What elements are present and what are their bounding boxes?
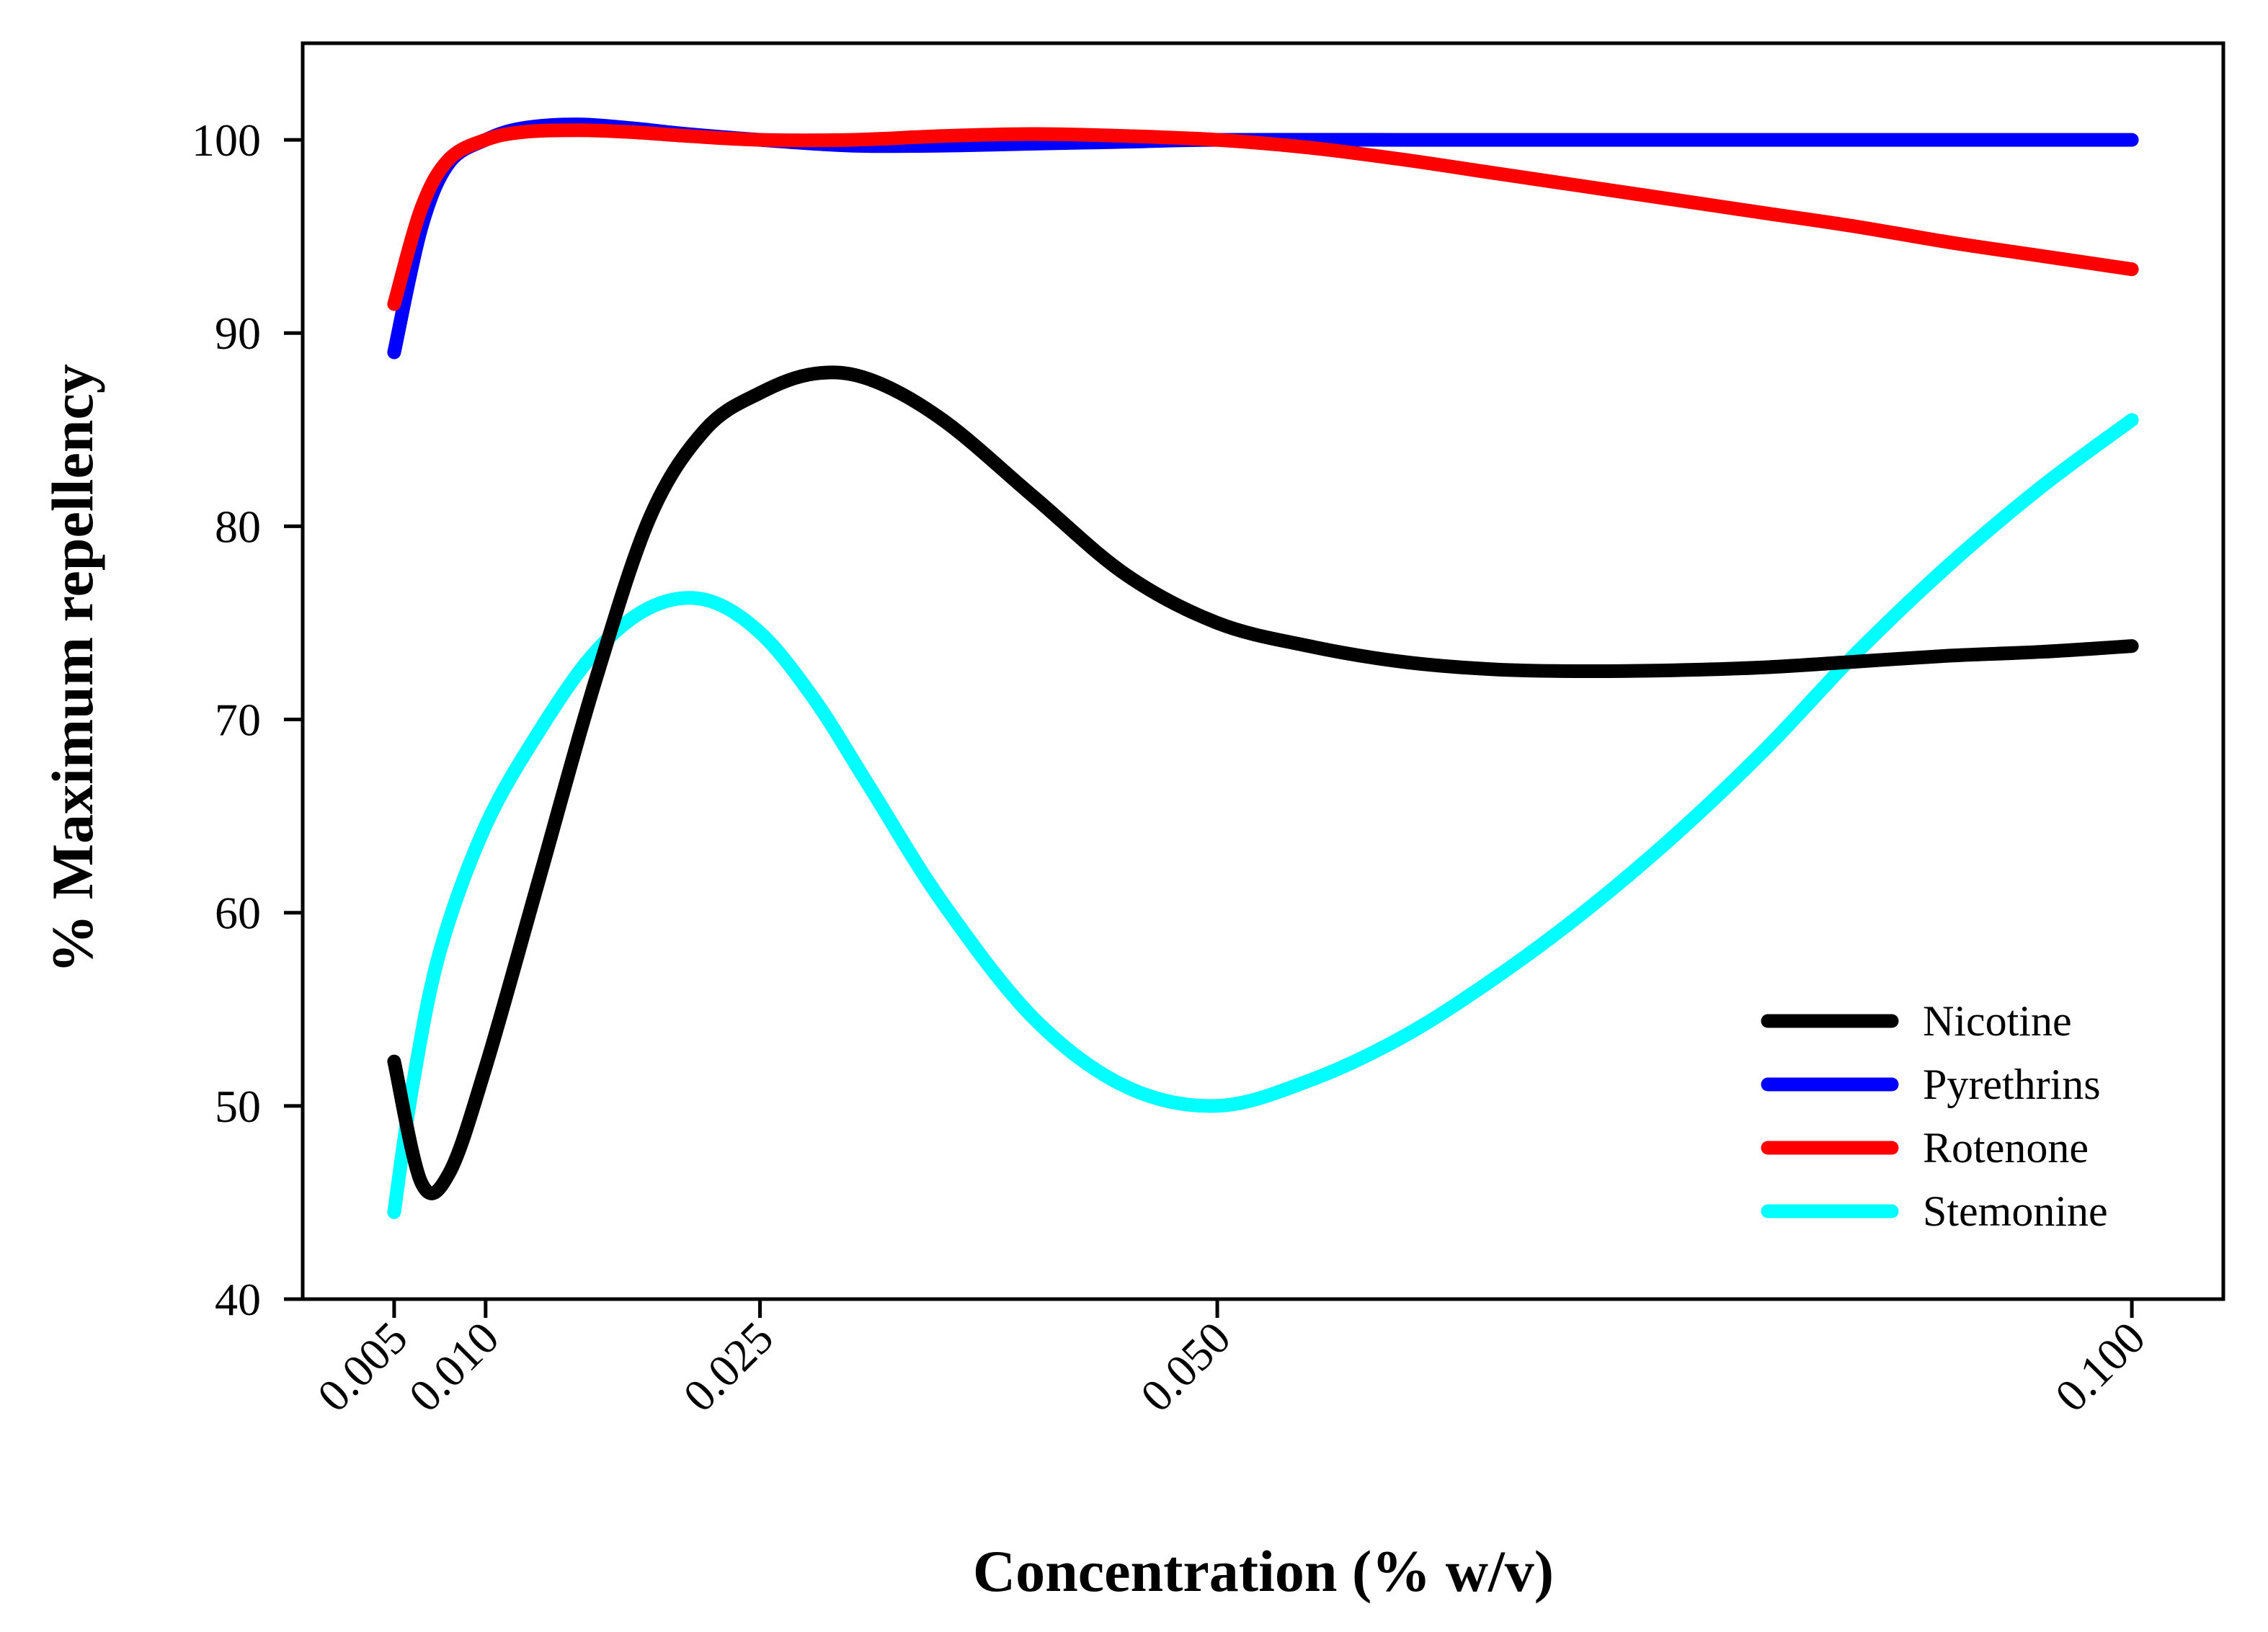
legend-label-stemonine: Stemonine bbox=[1923, 1187, 2108, 1235]
legend-label-pyrethrins: Pyrethrins bbox=[1923, 1061, 2101, 1108]
y-tick-label: 80 bbox=[215, 501, 261, 552]
x-tick-label: 0.100 bbox=[2045, 1312, 2155, 1422]
x-tick-label: 0.050 bbox=[1131, 1312, 1240, 1422]
y-axis-title: % Maximum repellency bbox=[40, 364, 105, 973]
x-tick-label: 0.025 bbox=[673, 1312, 783, 1422]
x-axis-title: Concentration (% w/v) bbox=[973, 1538, 1554, 1604]
chart-lines bbox=[387, 117, 2139, 1219]
series-line-stemonine bbox=[387, 413, 2139, 1219]
series-line-nicotine bbox=[387, 365, 2139, 1200]
chart-legend: Nicotine Pyrethrins Rotenone Stemonine bbox=[1761, 997, 2108, 1235]
x-tick-label: 0.010 bbox=[399, 1312, 509, 1422]
y-tick-label: 60 bbox=[215, 888, 261, 939]
series-line-rotenone bbox=[387, 123, 2139, 311]
y-tick-label: 100 bbox=[192, 115, 261, 166]
series-line-pyrethrins bbox=[387, 117, 2139, 360]
y-tick-label: 70 bbox=[215, 695, 261, 746]
legend-label-nicotine: Nicotine bbox=[1923, 997, 2072, 1045]
y-tick-label: 90 bbox=[215, 308, 261, 359]
y-tick-label: 40 bbox=[215, 1274, 261, 1325]
x-tick-label: 0.005 bbox=[308, 1312, 417, 1422]
plot-frame bbox=[301, 41, 2225, 1301]
y-tick-label: 50 bbox=[215, 1081, 261, 1132]
legend-label-rotenone: Rotenone bbox=[1923, 1124, 2089, 1172]
